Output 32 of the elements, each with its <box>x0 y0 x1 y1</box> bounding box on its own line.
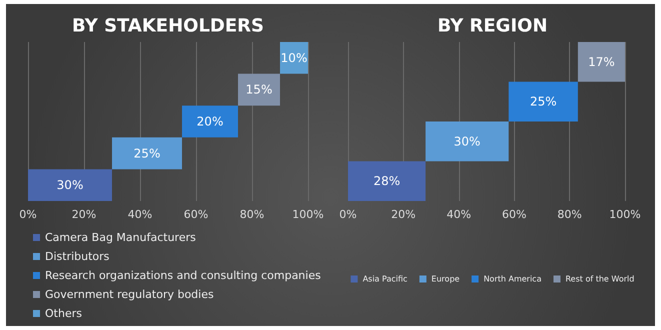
data-label: 15% <box>246 82 272 97</box>
legend-label: Rest of the World <box>565 274 634 284</box>
legend-label: Others <box>45 307 82 320</box>
x-tick-label: 40% <box>446 208 472 221</box>
x-tick-label: 80% <box>557 208 582 221</box>
legend-label: Europe <box>431 274 460 284</box>
legend-label: Distributors <box>45 250 110 263</box>
x-tick-label: 0% <box>339 208 357 221</box>
legend-label: Camera Bag Manufacturers <box>45 231 196 244</box>
x-tick-label: 60% <box>502 208 526 221</box>
legend-label: Asia Pacific <box>362 274 408 284</box>
data-label: 10% <box>280 50 308 65</box>
x-tick-label: 100% <box>609 208 641 221</box>
legend-label: North America <box>484 274 542 284</box>
data-label: 28% <box>373 174 400 188</box>
x-tick-label: 20% <box>72 208 96 221</box>
data-label: 25% <box>530 94 557 109</box>
x-tick-label: 40% <box>128 208 152 221</box>
data-label: 30% <box>454 134 480 148</box>
legend-label: Government regulatory bodies <box>45 288 214 301</box>
data-label: 20% <box>196 114 224 128</box>
x-tick-label: 80% <box>240 208 264 221</box>
data-label: 17% <box>588 54 615 69</box>
x-tick-label: 100% <box>292 208 324 221</box>
chart-title: BY REGION <box>437 16 548 36</box>
x-tick-label: 60% <box>184 208 208 221</box>
chart-title: BY STAKEHOLDERS <box>72 16 264 36</box>
x-tick-label: 0% <box>19 208 37 221</box>
legend-label: Research organizations and consulting companies <box>45 269 322 282</box>
x-tick-label: 20% <box>391 208 416 221</box>
data-label: 30% <box>56 178 84 192</box>
data-label: 25% <box>134 146 160 160</box>
